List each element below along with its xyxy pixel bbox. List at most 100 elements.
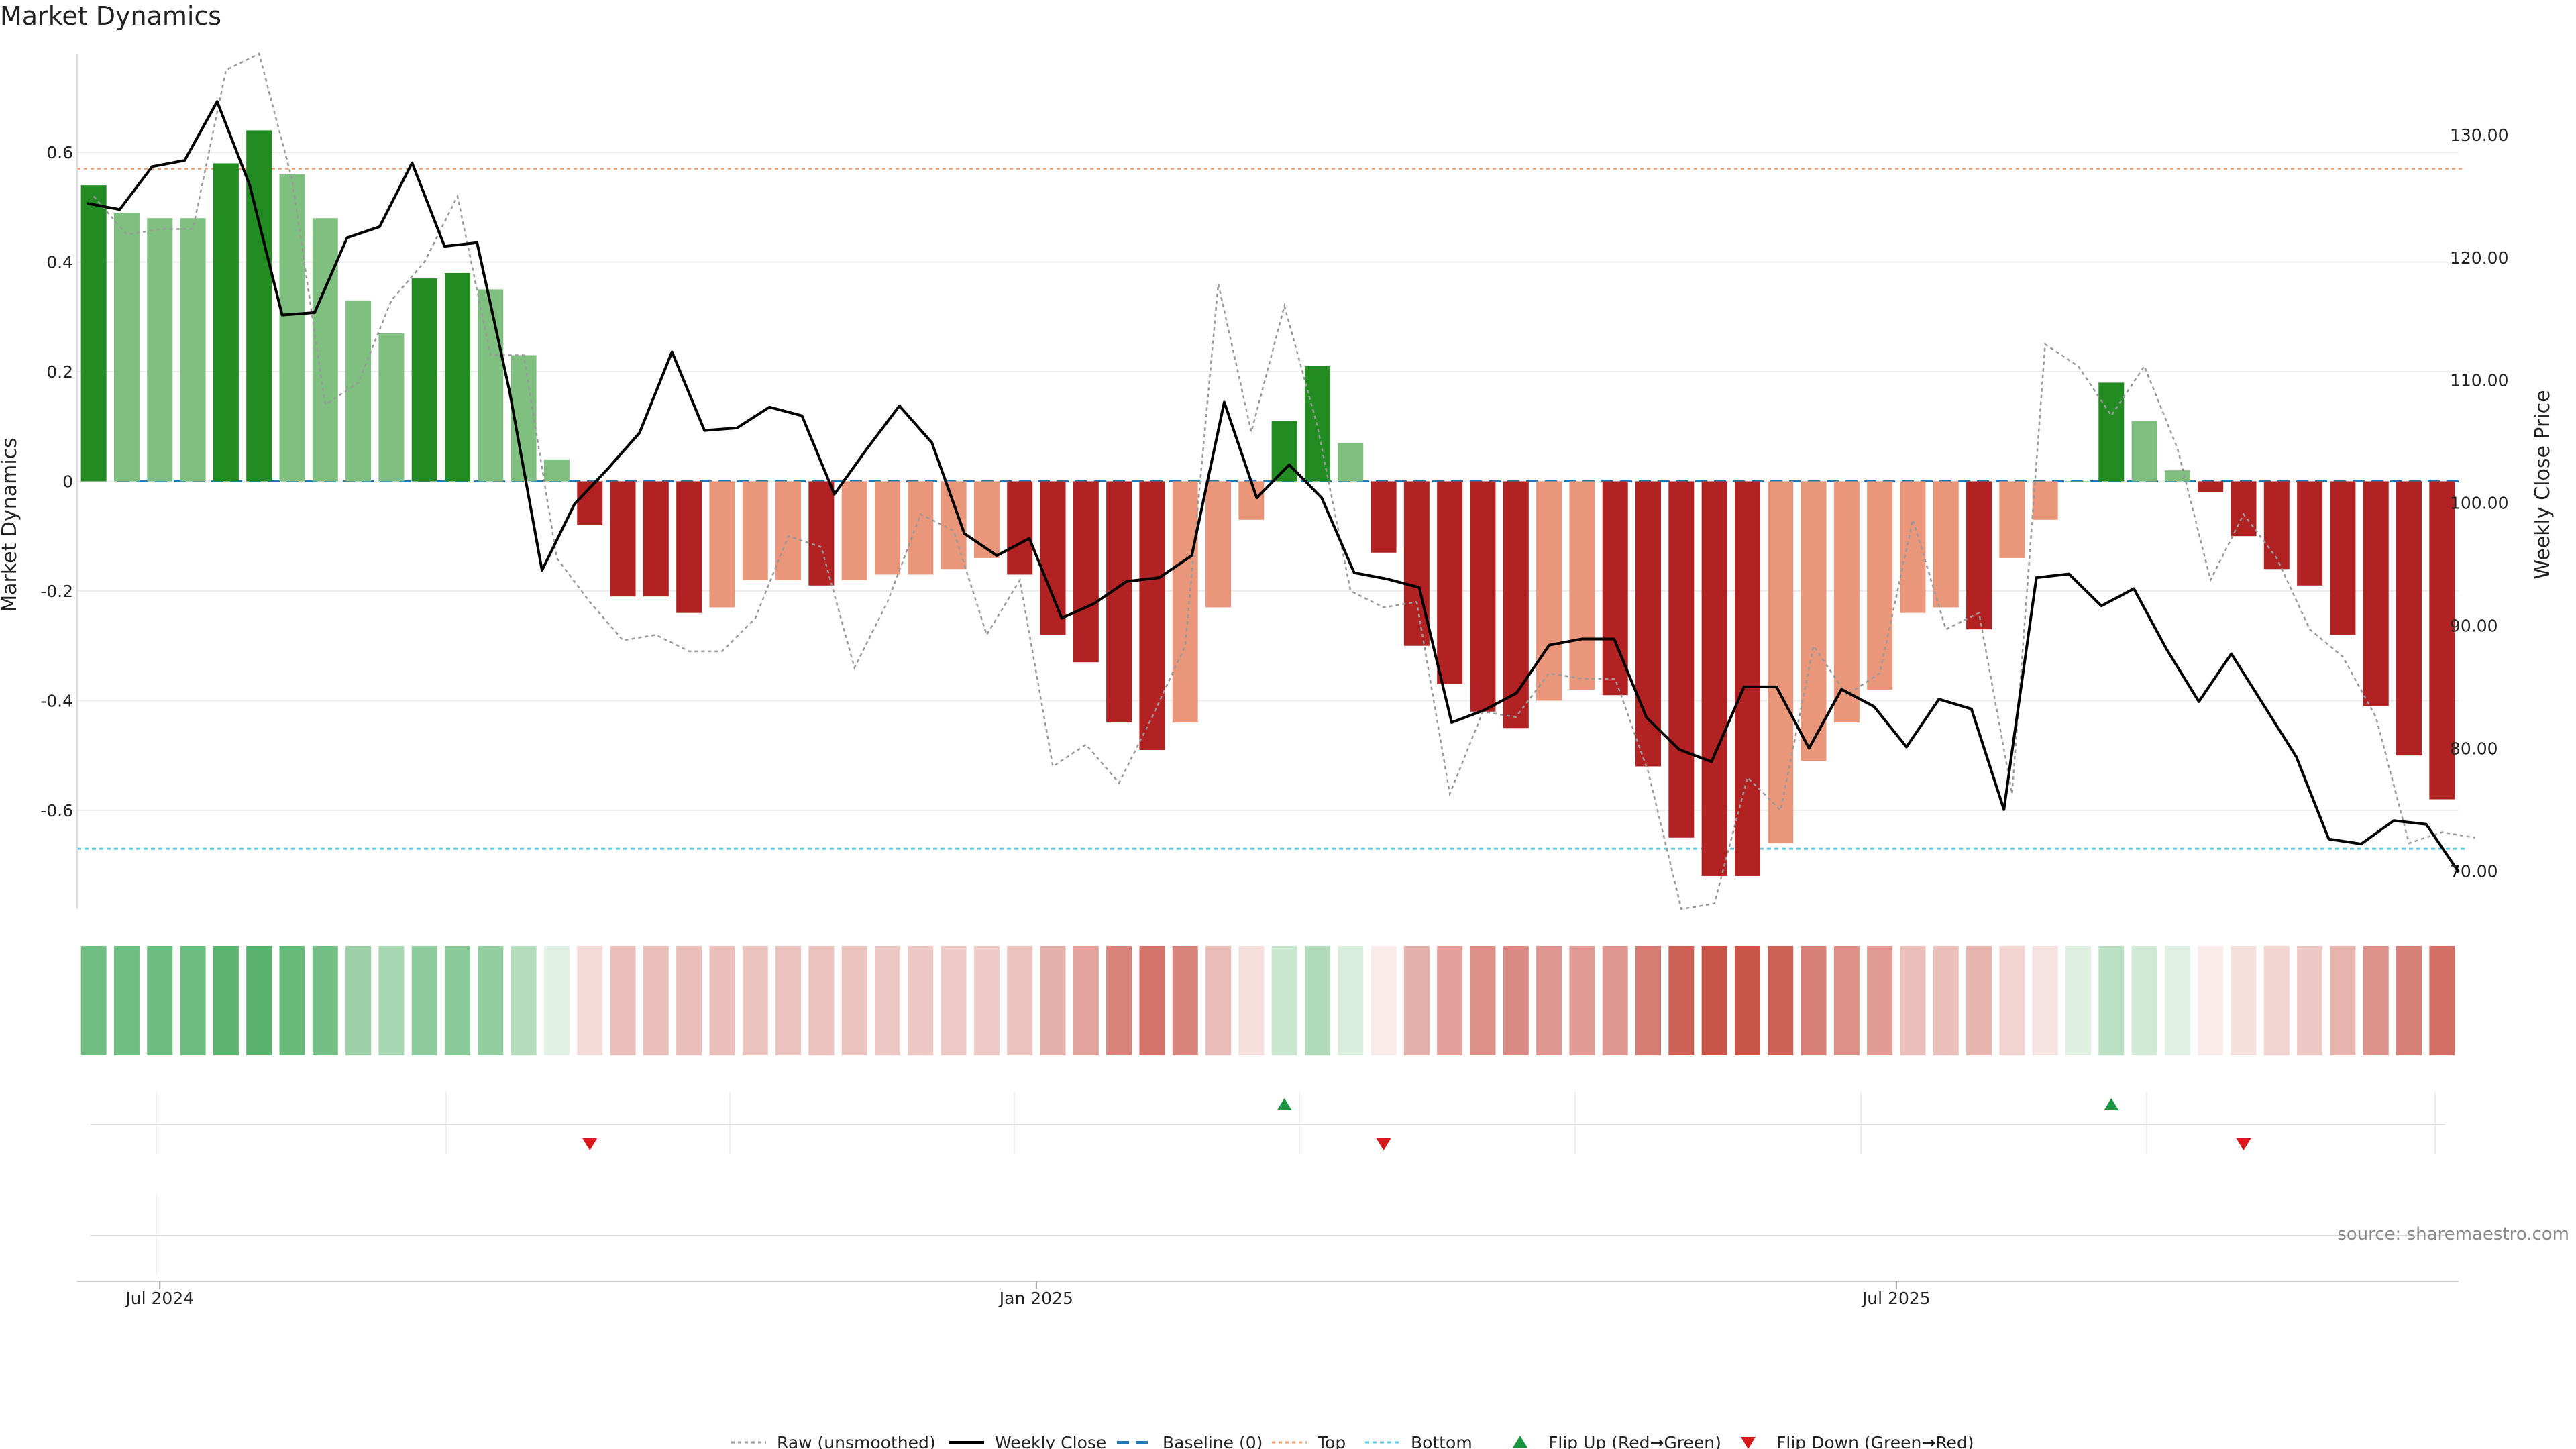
close-layer (87, 100, 2460, 873)
heat-cell-69 (2363, 946, 2389, 1055)
ytick-right-3: 100.00 (2450, 494, 2508, 513)
dynamics-bar-51 (1768, 481, 1794, 843)
heat-cell-33 (1172, 946, 1198, 1055)
heat-cell-42 (1470, 946, 1496, 1055)
heat-cell-39 (1371, 946, 1397, 1055)
dynamics-bar-39 (1371, 481, 1397, 553)
heat-cell-26 (941, 946, 967, 1055)
dynamics-bar-29 (1040, 481, 1066, 635)
heat-cell-10 (411, 946, 437, 1055)
heat-cell-56 (1933, 946, 1959, 1055)
dynamics-bar-64 (2198, 481, 2224, 492)
bar-layer (80, 130, 2455, 876)
heat-cell-41 (1437, 946, 1463, 1055)
ytick-right-5: 120.00 (2450, 248, 2508, 268)
flip-up-marker-0 (1277, 1098, 1292, 1110)
dynamics-bar-18 (676, 481, 702, 613)
heat-cell-48 (1668, 946, 1695, 1055)
heat-cell-44 (1536, 946, 1562, 1055)
dynamics-bar-27 (973, 481, 1000, 558)
heat-cell-15 (577, 946, 603, 1055)
dynamics-bar-58 (1999, 481, 2025, 558)
heat-cell-29 (1040, 946, 1066, 1055)
legend-label-6: Flip Down (Green→Red) (1776, 1433, 1974, 1449)
dynamics-bar-44 (1536, 481, 1562, 701)
legend-item-flip-down: Flip Down (Green→Red) (1741, 1433, 1974, 1449)
dynamics-bar-24 (874, 481, 900, 575)
dynamics-bar-3 (180, 218, 206, 482)
heat-cell-34 (1205, 946, 1232, 1055)
heat-cell-28 (1007, 946, 1033, 1055)
heat-cell-0 (80, 946, 107, 1055)
heat-cell-62 (2131, 946, 2157, 1055)
legend-swatch-flip-up (1513, 1436, 1527, 1448)
heat-cell-27 (973, 946, 1000, 1055)
dynamics-bar-43 (1503, 481, 1529, 729)
ytick-left-4: 0.2 (46, 362, 73, 382)
heat-cell-22 (808, 946, 835, 1055)
ytick-left-6: 0.6 (46, 143, 73, 162)
heat-cell-5 (246, 946, 272, 1055)
dynamics-bar-62 (2131, 421, 2157, 482)
y-axis-right-label: Weekly Close Price (2531, 390, 2555, 579)
heat-cell-6 (279, 946, 305, 1055)
dynamics-bar-53 (1833, 481, 1860, 723)
heat-cell-49 (1701, 946, 1727, 1055)
heat-cell-24 (874, 946, 900, 1055)
raw-layer (93, 52, 2475, 910)
heat-cell-18 (676, 946, 702, 1055)
heat-cell-40 (1403, 946, 1430, 1055)
flip-down-marker-1 (1376, 1138, 1391, 1150)
heat-cell-46 (1602, 946, 1628, 1055)
ytick-right-4: 110.00 (2450, 371, 2508, 390)
heat-cell-17 (643, 946, 669, 1055)
flip-layer (91, 1092, 2445, 1275)
dynamics-bar-7 (312, 218, 338, 482)
heat-cell-63 (2164, 946, 2190, 1055)
dynamics-bar-54 (1867, 481, 1893, 690)
heat-cell-30 (1073, 946, 1099, 1055)
legend-swatch-flip-down (1741, 1437, 1756, 1449)
legend-label-4: Bottom (1411, 1433, 1472, 1449)
heat-cell-55 (1900, 946, 1926, 1055)
dynamics-bar-0 (80, 185, 107, 482)
dynamics-bar-69 (2363, 481, 2389, 706)
dynamics-bar-65 (2231, 481, 2257, 537)
chart-title: Market Dynamics (0, 1, 222, 31)
dynamics-bar-50 (1734, 481, 1760, 876)
dynamics-bar-48 (1668, 481, 1695, 838)
dynamics-bar-45 (1569, 481, 1595, 690)
dynamics-bar-10 (411, 278, 437, 482)
dynamics-bar-30 (1073, 481, 1099, 663)
heat-cell-23 (841, 946, 867, 1055)
ytick-right-2: 90.00 (2450, 616, 2498, 636)
dynamics-bar-12 (478, 289, 504, 482)
dynamics-bar-28 (1007, 481, 1033, 575)
dynamics-bar-16 (610, 481, 636, 597)
dynamics-bar-47 (1635, 481, 1662, 767)
heat-cell-54 (1867, 946, 1893, 1055)
heat-cell-52 (1801, 946, 1827, 1055)
raw-series-line (93, 52, 2475, 910)
dynamics-bar-32 (1139, 481, 1165, 750)
heat-cell-19 (709, 946, 735, 1055)
dynamics-bar-6 (279, 174, 305, 482)
weekly-close-line (87, 100, 2460, 873)
legend-label-0: Raw (unsmoothed) (777, 1433, 936, 1449)
flip-up-marker-1 (2104, 1098, 2119, 1110)
dynamics-bar-22 (808, 481, 835, 586)
xtick-label-2: Jul 2025 (1861, 1289, 1931, 1308)
heat-cell-50 (1734, 946, 1760, 1055)
heat-cell-53 (1833, 946, 1860, 1055)
heat-cell-65 (2231, 946, 2257, 1055)
dynamics-bar-1 (113, 213, 140, 482)
dynamics-bar-52 (1801, 481, 1827, 761)
dynamics-bar-4 (213, 163, 239, 482)
dynamics-bar-34 (1205, 481, 1232, 608)
heat-cell-71 (2429, 946, 2455, 1055)
dynamics-bar-23 (841, 481, 867, 580)
y-axis-label: Market Dynamics (0, 437, 21, 612)
dynamics-bar-8 (345, 300, 372, 482)
heat-cell-38 (1338, 946, 1364, 1055)
